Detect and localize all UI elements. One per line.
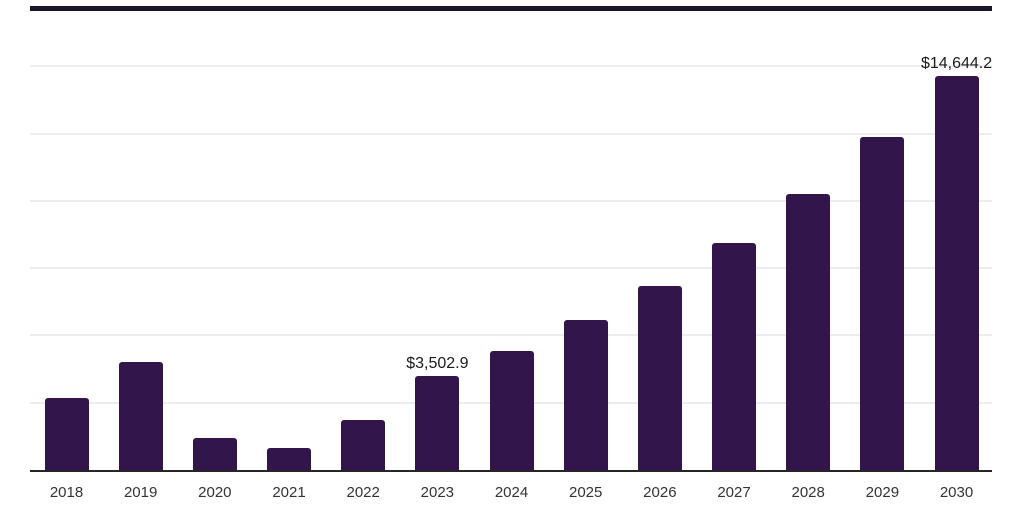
bar-2020 — [192, 437, 237, 470]
x-tick-label-2023: 2023 — [420, 484, 455, 501]
data-label-2023: $3,502.9 — [406, 354, 469, 372]
x-tick-label-2030: 2030 — [939, 484, 974, 501]
bar-2027 — [712, 242, 757, 470]
x-tick-label-2018: 2018 — [49, 484, 84, 501]
x-tick-label-2022: 2022 — [346, 484, 380, 501]
bar-2021 — [267, 447, 311, 470]
bar-2028 — [786, 193, 831, 470]
bar-2023 — [415, 375, 460, 470]
x-tick-label-2021: 2021 — [272, 484, 306, 501]
x-tick-label-2027: 2027 — [717, 484, 751, 501]
gridline — [30, 334, 992, 337]
gridline — [30, 199, 992, 202]
x-tick-label-2029: 2029 — [865, 484, 900, 501]
bar-2029 — [860, 137, 905, 470]
x-tick-label-2020: 2020 — [198, 484, 232, 501]
bar-2022 — [341, 419, 386, 470]
x-tick-label-2024: 2024 — [494, 484, 529, 501]
bar-2019 — [118, 361, 163, 470]
x-axis-line — [30, 470, 992, 472]
x-tick-label-2019: 2019 — [123, 484, 158, 501]
x-tick-label-2028: 2028 — [791, 484, 825, 501]
gridline — [30, 267, 992, 270]
chart-top-border — [30, 6, 992, 11]
bar-2024 — [489, 350, 534, 470]
x-tick-label-2025: 2025 — [569, 484, 603, 501]
gridline — [30, 65, 992, 68]
bar-2030 — [934, 76, 979, 470]
data-label-2030: $14,644.2 — [920, 55, 993, 72]
x-tick-label-2026: 2026 — [643, 484, 677, 501]
bar-2018 — [44, 397, 89, 470]
bar-2026 — [637, 285, 682, 470]
gridline — [30, 132, 992, 135]
bar-2025 — [563, 320, 608, 470]
